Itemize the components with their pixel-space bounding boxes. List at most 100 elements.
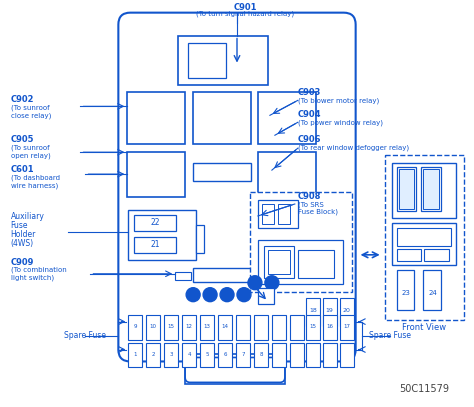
Text: 9: 9 — [134, 324, 137, 329]
Bar — [196, 225, 204, 253]
Text: 50C11579: 50C11579 — [400, 384, 449, 394]
Bar — [278, 204, 290, 224]
Bar — [268, 250, 290, 274]
FancyBboxPatch shape — [118, 13, 356, 361]
Bar — [164, 343, 178, 368]
Text: wire harness): wire harness) — [11, 182, 58, 188]
Text: (To sunroof: (To sunroof — [11, 104, 49, 111]
Text: (To rear window defogger relay): (To rear window defogger relay) — [298, 144, 409, 151]
Bar — [423, 270, 441, 310]
Bar — [254, 315, 268, 339]
Text: Front View: Front View — [402, 323, 447, 332]
Bar — [128, 315, 142, 339]
Bar — [236, 343, 250, 368]
Bar — [262, 204, 274, 224]
Text: (To SRS: (To SRS — [298, 201, 324, 208]
Text: (4WS): (4WS) — [11, 239, 34, 248]
Circle shape — [265, 276, 279, 290]
Bar — [323, 343, 337, 368]
Bar — [392, 163, 456, 218]
Bar — [200, 343, 214, 368]
Circle shape — [248, 276, 262, 290]
Text: Fuse: Fuse — [11, 221, 28, 230]
Bar — [128, 210, 196, 260]
Bar — [424, 249, 449, 261]
Text: (To power window relay): (To power window relay) — [298, 119, 383, 126]
Bar — [272, 343, 286, 368]
Bar — [193, 163, 251, 181]
Text: 19: 19 — [326, 308, 334, 313]
Text: C904: C904 — [298, 110, 321, 119]
Bar — [421, 167, 441, 211]
Bar — [340, 343, 354, 368]
Bar — [128, 343, 142, 368]
Bar — [264, 246, 294, 278]
Bar — [218, 343, 232, 368]
Bar — [218, 315, 232, 339]
Text: 15: 15 — [309, 324, 316, 329]
Bar — [193, 268, 255, 282]
Text: C909: C909 — [11, 258, 34, 267]
Text: 5: 5 — [205, 352, 209, 357]
Bar — [306, 343, 320, 368]
Text: (To sunroof: (To sunroof — [11, 144, 49, 151]
Text: Holder: Holder — [11, 230, 36, 239]
Text: 12: 12 — [186, 324, 192, 329]
Text: (To dashboard: (To dashboard — [11, 174, 60, 181]
Text: C601: C601 — [11, 165, 34, 174]
Text: C902: C902 — [11, 95, 34, 104]
Text: open relay): open relay) — [11, 152, 50, 159]
Bar — [182, 315, 196, 339]
Text: 15: 15 — [168, 324, 175, 329]
Text: C906: C906 — [298, 135, 321, 144]
Bar — [392, 223, 456, 265]
Circle shape — [203, 288, 217, 302]
Bar — [399, 169, 414, 209]
Text: C905: C905 — [11, 135, 34, 144]
Bar — [236, 315, 250, 339]
Bar — [250, 192, 352, 292]
Bar — [146, 315, 160, 339]
Text: 4: 4 — [187, 352, 191, 357]
Bar — [290, 343, 304, 368]
Bar — [146, 343, 160, 368]
Text: Fuse Block): Fuse Block) — [298, 209, 338, 215]
FancyBboxPatch shape — [185, 357, 285, 383]
Text: (To combination: (To combination — [11, 267, 66, 273]
Bar — [182, 343, 196, 368]
Bar — [397, 167, 417, 211]
Bar — [323, 298, 337, 326]
Bar — [323, 315, 337, 339]
Text: 2: 2 — [152, 352, 155, 357]
Bar — [258, 92, 316, 144]
Bar — [290, 315, 304, 339]
Text: 17: 17 — [343, 324, 350, 329]
Text: Spare Fuse: Spare Fuse — [64, 331, 107, 340]
Bar — [254, 343, 268, 368]
Bar — [423, 169, 439, 209]
Bar — [340, 315, 354, 339]
Bar — [134, 237, 176, 253]
Text: 23: 23 — [401, 290, 410, 296]
Bar — [298, 250, 334, 278]
Bar — [185, 354, 285, 384]
Text: C903: C903 — [298, 88, 321, 97]
Bar — [397, 228, 451, 246]
Bar — [164, 315, 178, 339]
Bar — [306, 315, 320, 339]
Text: (To turn signal hazard relay): (To turn signal hazard relay) — [196, 11, 294, 17]
Bar — [128, 92, 185, 144]
Bar — [306, 298, 320, 326]
Text: C908: C908 — [298, 192, 321, 201]
Bar — [178, 35, 268, 85]
Bar — [272, 315, 286, 339]
Text: C901: C901 — [233, 3, 257, 12]
Text: 13: 13 — [204, 324, 210, 329]
Text: 24: 24 — [428, 290, 437, 296]
Bar — [258, 240, 343, 284]
Text: 22: 22 — [150, 219, 160, 228]
Text: 6: 6 — [223, 352, 227, 357]
Bar — [200, 315, 214, 339]
Bar — [258, 200, 298, 228]
Text: 18: 18 — [309, 308, 317, 313]
